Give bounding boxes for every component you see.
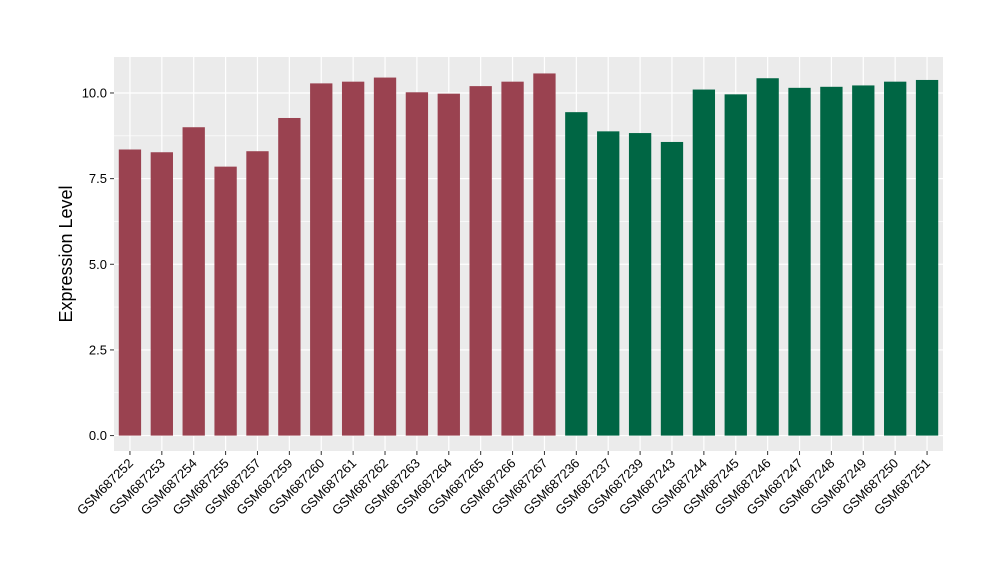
bar-GSM687263 bbox=[405, 92, 429, 436]
bar-GSM687264 bbox=[437, 93, 460, 436]
y-axis-label: Expression Level bbox=[56, 185, 76, 322]
bar-GSM687255 bbox=[214, 166, 237, 436]
x-axis: GSM687252GSM687253GSM687254GSM687255GSM6… bbox=[74, 451, 933, 518]
bar-GSM687257 bbox=[246, 151, 269, 436]
bar-GSM687244 bbox=[692, 89, 716, 436]
bar-GSM687246 bbox=[756, 78, 779, 436]
bar-GSM687247 bbox=[788, 87, 811, 436]
y-tick-label: 5.0 bbox=[89, 257, 107, 272]
y-tick-label: 2.5 bbox=[89, 342, 107, 357]
plot-panel bbox=[114, 57, 943, 451]
y-tick-label: 10.0 bbox=[82, 85, 107, 100]
bar-GSM687249 bbox=[852, 85, 875, 436]
bar-GSM687237 bbox=[597, 131, 620, 436]
bar-GSM687262 bbox=[373, 77, 397, 436]
bar-GSM687236 bbox=[565, 112, 588, 436]
bar-GSM687253 bbox=[150, 152, 173, 436]
bar-GSM687259 bbox=[278, 117, 301, 436]
y-axis: 0.0 2.5 5.0 7.5 10.0 bbox=[82, 85, 114, 443]
bar-GSM687250 bbox=[884, 81, 907, 436]
bar-GSM687239 bbox=[628, 133, 652, 436]
bar-GSM687266 bbox=[501, 81, 524, 436]
bar-GSM687261 bbox=[341, 81, 365, 436]
bar-GSM687267 bbox=[533, 73, 556, 436]
bar-GSM687251 bbox=[915, 79, 939, 436]
y-tick-label: 7.5 bbox=[89, 171, 107, 186]
bar-GSM687254 bbox=[182, 127, 205, 436]
bar-GSM687265 bbox=[469, 86, 492, 436]
bar-GSM687245 bbox=[724, 94, 747, 436]
bar-GSM687243 bbox=[660, 141, 684, 436]
bar-GSM687248 bbox=[820, 86, 843, 436]
bar-GSM687252 bbox=[118, 149, 142, 436]
bar-GSM687260 bbox=[310, 83, 333, 436]
y-tick-label: 0.0 bbox=[89, 428, 107, 443]
bars bbox=[118, 73, 939, 436]
